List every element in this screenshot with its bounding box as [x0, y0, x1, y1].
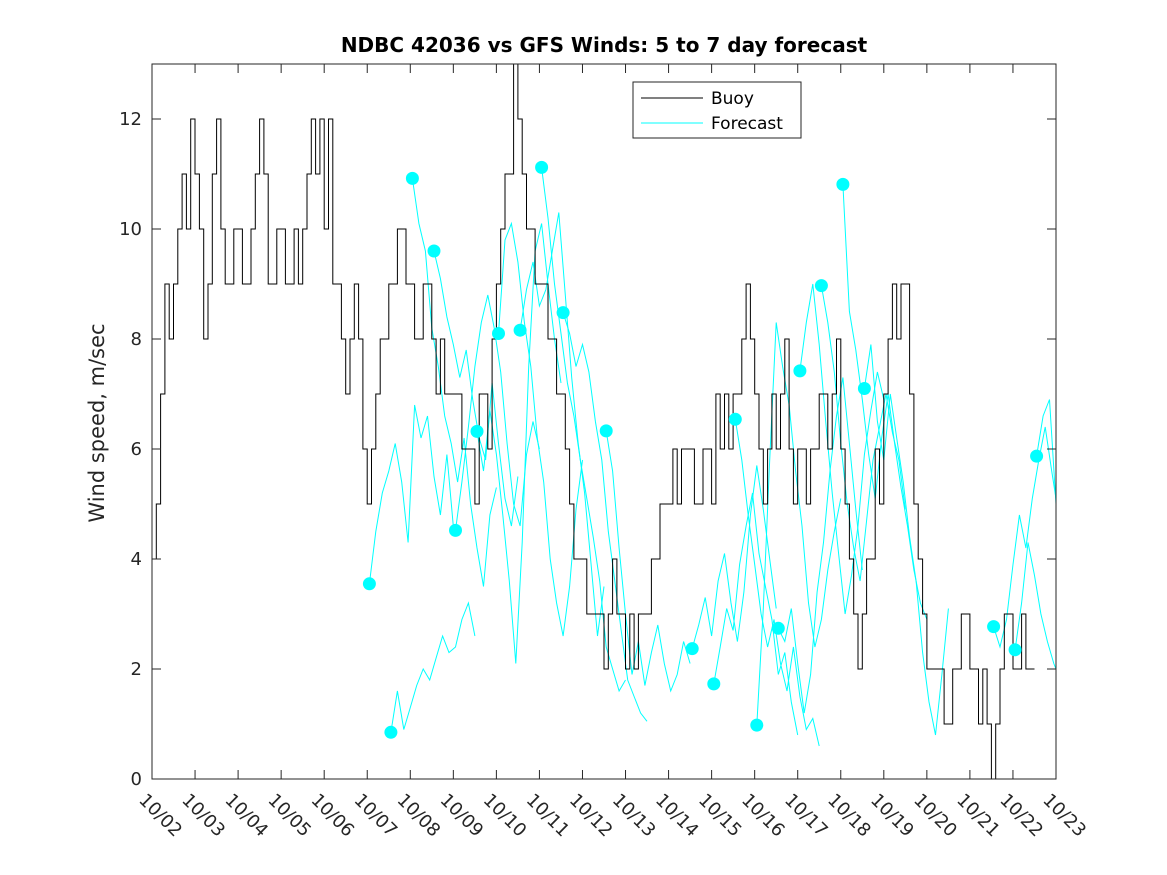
forecast-start-marker-16: [771, 621, 785, 635]
forecast-start-marker-1: [362, 577, 376, 591]
forecast-start-marker-12: [685, 642, 699, 656]
y-tick-label: 8: [131, 329, 142, 350]
forecast-start-marker-23: [1030, 449, 1044, 463]
forecast-start-marker-20: [857, 382, 871, 395]
forecast-start-marker-18: [814, 279, 828, 293]
y-tick-label: 12: [119, 109, 142, 130]
series-line-forecast-18: [820, 285, 906, 582]
y-axis-label: Wind speed, m/sec: [85, 323, 109, 522]
y-tick-label: 2: [131, 659, 142, 680]
forecast-start-marker-15: [750, 718, 764, 732]
legend: Buoy Forecast: [632, 81, 802, 139]
series-line-forecast-6: [476, 223, 562, 664]
forecast-start-marker-22: [1008, 643, 1022, 657]
y-axis: 0 2 4 6 8 10 12: [119, 109, 1056, 790]
y-tick-label: 4: [131, 549, 142, 570]
series-line-forecast-15: [756, 322, 842, 726]
y-tick-label: 0: [131, 769, 142, 790]
legend-box: [632, 81, 802, 139]
forecast-start-marker-2: [384, 725, 398, 739]
forecast-start-marker-3: [405, 171, 419, 185]
y-tick-label: 10: [119, 219, 142, 240]
series-line-forecast-2: [390, 601, 476, 733]
series-line-forecast-23: [1036, 399, 1056, 505]
axes-box: [151, 63, 1057, 780]
legend-label: Buoy: [711, 89, 754, 109]
forecast-start-marker-21: [987, 620, 1001, 634]
forecast-start-marker-8: [513, 323, 527, 337]
series-line-forecast-22: [1014, 542, 1056, 670]
forecast-start-marker-17: [793, 364, 807, 378]
forecast-start-marker-9: [535, 160, 549, 174]
series-line-forecast-7: [498, 221, 583, 637]
series-line-forecast-11: [605, 430, 691, 693]
series-line-forecast-13: [713, 492, 799, 736]
series-line-forecast-10: [562, 312, 648, 722]
series-line-buoy: [152, 64, 1035, 779]
series-line-forecast-9: [541, 167, 626, 693]
plot-area: [151, 63, 1057, 780]
series-line-forecast-14: [734, 419, 820, 747]
series-line-forecast-8: [519, 212, 605, 637]
forecast-start-marker-19: [836, 177, 850, 191]
series-line-forecast-16: [777, 377, 863, 714]
series-line-forecast-1: [368, 404, 454, 584]
forecast-start-marker-6: [470, 424, 484, 438]
forecast-start-marker-7: [492, 327, 505, 340]
legend-label: Forecast: [711, 114, 783, 134]
series-line-forecast-3: [411, 178, 497, 587]
plot-background: [152, 64, 1056, 779]
forecast-start-marker-11: [599, 424, 613, 438]
series-line-forecast-19: [842, 184, 928, 620]
series-group: [152, 64, 1056, 779]
chart-title: NDBC 42036 vs GFS Winds: 5 to 7 day fore…: [341, 33, 868, 57]
series-line-forecast-17: [799, 283, 885, 615]
forecast-start-marker-4: [427, 244, 441, 258]
forecast-start-marker-10: [556, 306, 570, 320]
series-line-forecast-20: [863, 344, 949, 736]
series-line-forecast-4: [433, 250, 519, 527]
y-tick-label: 6: [131, 439, 142, 460]
forecast-start-marker-14: [728, 412, 742, 426]
forecast-start-marker-5: [449, 523, 462, 537]
forecast-start-marker-13: [707, 677, 721, 691]
